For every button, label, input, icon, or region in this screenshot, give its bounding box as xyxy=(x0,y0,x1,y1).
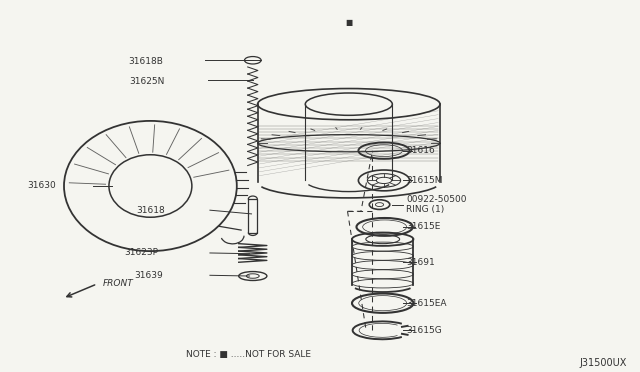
Text: 31615EA: 31615EA xyxy=(406,299,447,308)
Text: NOTE : ■ .....NOT FOR SALE: NOTE : ■ .....NOT FOR SALE xyxy=(186,350,310,359)
Text: 00922-50500
RING (1): 00922-50500 RING (1) xyxy=(406,195,467,214)
Text: 31615G: 31615G xyxy=(406,326,442,335)
Text: J31500UX: J31500UX xyxy=(580,358,627,368)
Text: 31618B: 31618B xyxy=(129,57,163,66)
Text: 31616: 31616 xyxy=(406,146,435,155)
Text: 31625N: 31625N xyxy=(130,77,165,86)
Text: FRONT: FRONT xyxy=(102,279,133,288)
Text: ■: ■ xyxy=(345,18,353,27)
Text: 31615E: 31615E xyxy=(406,222,441,231)
Text: 31618: 31618 xyxy=(136,206,165,215)
Text: 31623P: 31623P xyxy=(124,248,158,257)
Text: 31691: 31691 xyxy=(406,258,435,267)
Text: 31615M: 31615M xyxy=(406,176,443,185)
Text: 31630: 31630 xyxy=(28,182,56,190)
Text: 31639: 31639 xyxy=(134,271,163,280)
